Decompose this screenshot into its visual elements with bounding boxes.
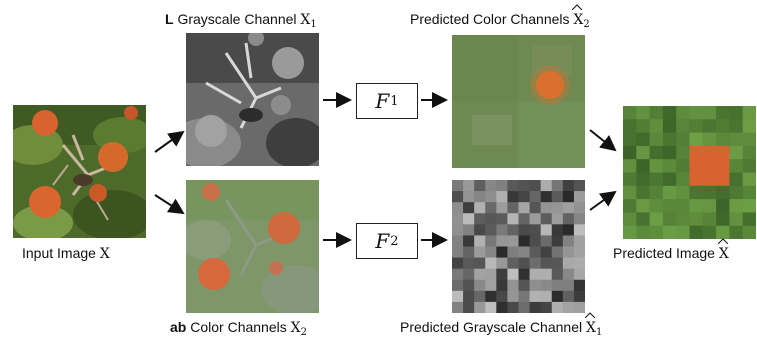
l-grayscale-image [186,33,319,166]
arrow-input-to-ab [154,194,185,215]
predicted-image-label: Predicted Image X [613,238,729,263]
input-image [13,105,146,238]
predicted-grayscale-image [452,180,585,313]
predicted-color-label: Predicted Color Channels X2 [410,4,590,34]
arrow-input-to-l [154,130,185,153]
ab-channel-label: ab Color Channels X2 [170,319,307,338]
ab-color-image [186,180,319,313]
predicted-grayscale-label: Predicted Grayscale Channel X1 [400,312,602,342]
arrow-pred-color-to-output [589,129,617,152]
l-channel-label: L Grayscale Channel X1 [165,11,317,30]
predicted-color-image [452,35,585,168]
input-image-label: Input Image X [22,245,110,262]
predicted-image [623,106,756,239]
arrow-pred-gray-to-output [589,190,617,211]
